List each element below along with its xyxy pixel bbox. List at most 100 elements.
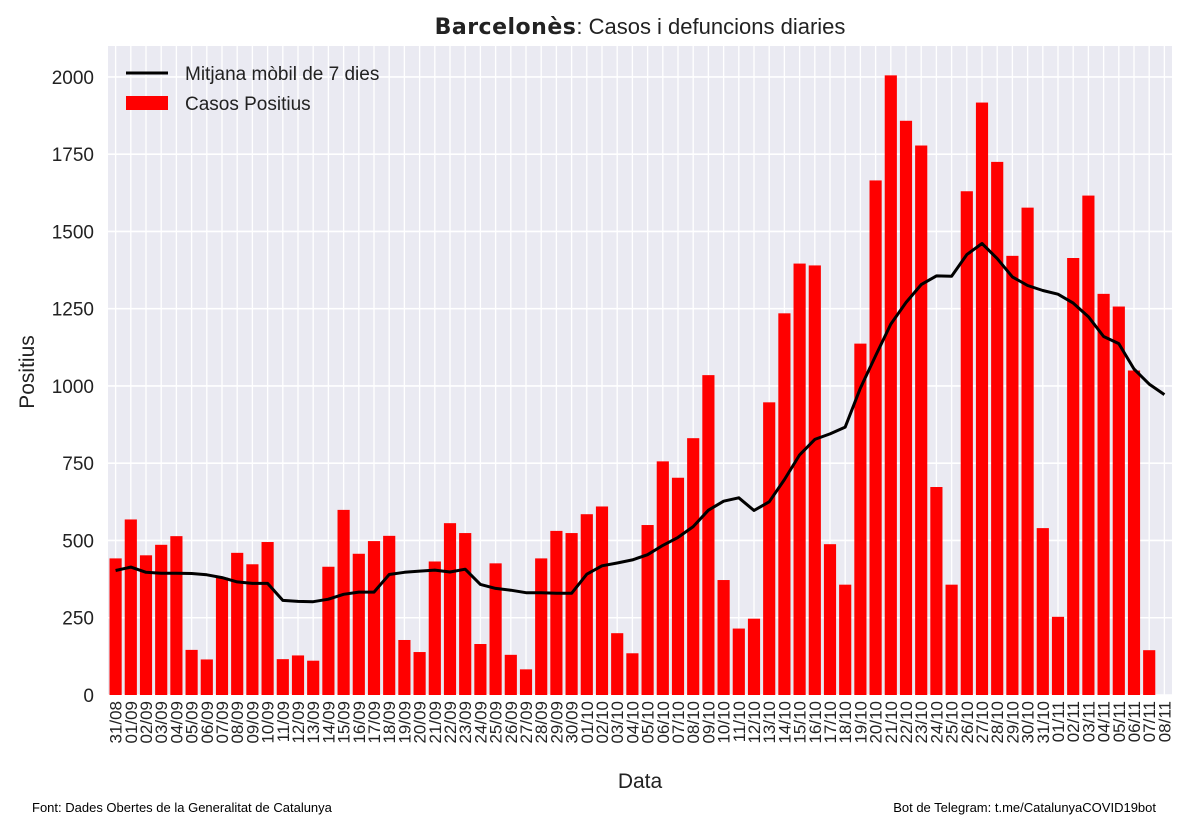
x-tick-label: 11/09 <box>274 701 293 742</box>
x-tick-label: 05/10 <box>639 701 658 744</box>
x-tick-label: 09/10 <box>699 701 718 744</box>
x-tick-label: 15/09 <box>335 701 354 744</box>
y-tick-label: 1500 <box>52 222 94 243</box>
bar-03-09 <box>155 544 168 695</box>
y-tick-label: 2000 <box>52 68 94 89</box>
x-tick-label: 29/10 <box>1003 701 1022 744</box>
bar-08-09 <box>231 552 244 695</box>
moving-average-series <box>115 242 1166 604</box>
bar-13-10 <box>763 402 776 695</box>
bar-27-10 <box>975 102 989 695</box>
bar-06-11 <box>1127 370 1141 695</box>
bar-25-09 <box>489 563 502 695</box>
y-tick-label: 750 <box>62 454 94 475</box>
bar-15-09 <box>337 509 350 695</box>
bar-24-10 <box>930 487 943 695</box>
chart-title-rest: : Casos i defuncions diaries <box>576 14 845 39</box>
x-tick-label: 16/09 <box>350 701 369 744</box>
x-tick-label: 31/08 <box>107 701 126 744</box>
bar-22-09 <box>443 523 457 695</box>
bar-03-11 <box>1082 195 1095 695</box>
x-tick-label: 22/10 <box>897 701 916 744</box>
bar-31-08 <box>109 558 122 695</box>
x-tick-label: 05/09 <box>183 701 202 744</box>
y-tick-label: 1750 <box>52 145 94 166</box>
x-tick-label: 01/11 <box>1049 701 1068 742</box>
x-tick-label: 04/10 <box>623 701 642 744</box>
x-tick-label: 25/09 <box>487 701 506 744</box>
bar-26-09 <box>504 654 517 695</box>
bar-10-09 <box>261 542 274 695</box>
bar-21-10 <box>884 75 897 696</box>
legend-label-cases: Casos Positius <box>185 94 311 115</box>
bar-26-10 <box>960 191 973 695</box>
bar-29-09 <box>550 530 563 695</box>
bar-14-10 <box>778 313 791 695</box>
x-tick-label: 11/10 <box>730 701 749 742</box>
x-tick-label: 05/11 <box>1110 701 1129 742</box>
x-tick-label: 16/10 <box>806 701 825 744</box>
y-tick-label: 500 <box>62 531 94 552</box>
bar-13-09 <box>307 660 320 695</box>
x-tick-label: 10/09 <box>259 701 278 744</box>
x-tick-label: 21/09 <box>426 701 445 744</box>
x-tick-label: 02/09 <box>137 701 156 744</box>
x-tick-label: 26/09 <box>502 701 521 744</box>
x-tick-label: 08/11 <box>1155 701 1174 742</box>
x-tick-label: 01/10 <box>578 701 597 744</box>
bar-07-10 <box>671 477 685 695</box>
bar-31-10 <box>1036 528 1049 695</box>
bar-01-10 <box>580 514 593 695</box>
y-tick-label: 1250 <box>52 300 94 321</box>
x-tick-label: 26/10 <box>958 701 977 744</box>
bar-06-09 <box>200 659 213 695</box>
footer-bot-link: Bot de Telegram: t.me/CatalunyaCOVID19bo… <box>893 800 1156 815</box>
x-tick-label: 21/10 <box>882 701 901 744</box>
x-tick-label: 15/10 <box>791 701 810 744</box>
bar-30-10 <box>1021 207 1034 696</box>
bar-05-11 <box>1112 306 1125 695</box>
legend-label-moving-average: Mitjana mòbil de 7 dies <box>185 64 379 85</box>
x-tick-label: 27/09 <box>517 701 536 744</box>
x-tick-label: 19/10 <box>851 701 870 744</box>
x-tick-label: 09/09 <box>243 701 262 744</box>
bar-23-10 <box>915 145 928 696</box>
x-tick-labels: 31/0801/0902/0903/0904/0905/0906/0907/09… <box>107 701 1175 744</box>
bar-19-10 <box>854 343 867 695</box>
bar-05-10 <box>641 525 654 695</box>
x-tick-label: 06/11 <box>1125 701 1144 742</box>
x-tick-label: 12/10 <box>745 701 764 744</box>
bar-17-10 <box>823 544 837 695</box>
x-tick-label: 08/10 <box>684 701 703 744</box>
bar-06-10 <box>656 461 669 695</box>
bar-20-09 <box>413 652 426 695</box>
x-tick-label: 31/10 <box>1034 701 1053 744</box>
x-tick-label: 20/10 <box>867 701 886 744</box>
bar-18-10 <box>839 584 852 695</box>
x-tick-label: 06/10 <box>654 701 673 744</box>
moving-average-line <box>115 242 1166 604</box>
bar-11-09 <box>276 659 289 695</box>
bar-series <box>109 75 1156 696</box>
bar-02-09 <box>139 555 153 695</box>
x-tick-label: 23/10 <box>912 701 931 744</box>
x-tick-label: 30/10 <box>1019 701 1038 744</box>
bar-02-10 <box>595 506 609 695</box>
bar-07-11 <box>1143 650 1156 695</box>
bar-25-10 <box>945 584 958 695</box>
x-tick-label: 28/09 <box>532 701 551 744</box>
bar-09-09 <box>246 564 259 695</box>
x-tick-label: 19/09 <box>395 701 414 744</box>
x-tick-label: 03/09 <box>152 701 171 744</box>
x-tick-label: 27/10 <box>973 701 992 744</box>
x-tick-label: 22/09 <box>441 701 460 744</box>
bar-19-09 <box>398 639 411 695</box>
bar-21-09 <box>428 561 441 695</box>
x-tick-label: 14/09 <box>319 701 338 744</box>
bar-12-09 <box>291 655 305 695</box>
x-tick-label: 23/09 <box>456 701 475 744</box>
bar-17-09 <box>367 541 381 695</box>
x-tick-label: 13/10 <box>760 701 779 744</box>
x-tick-label: 14/10 <box>775 701 794 744</box>
